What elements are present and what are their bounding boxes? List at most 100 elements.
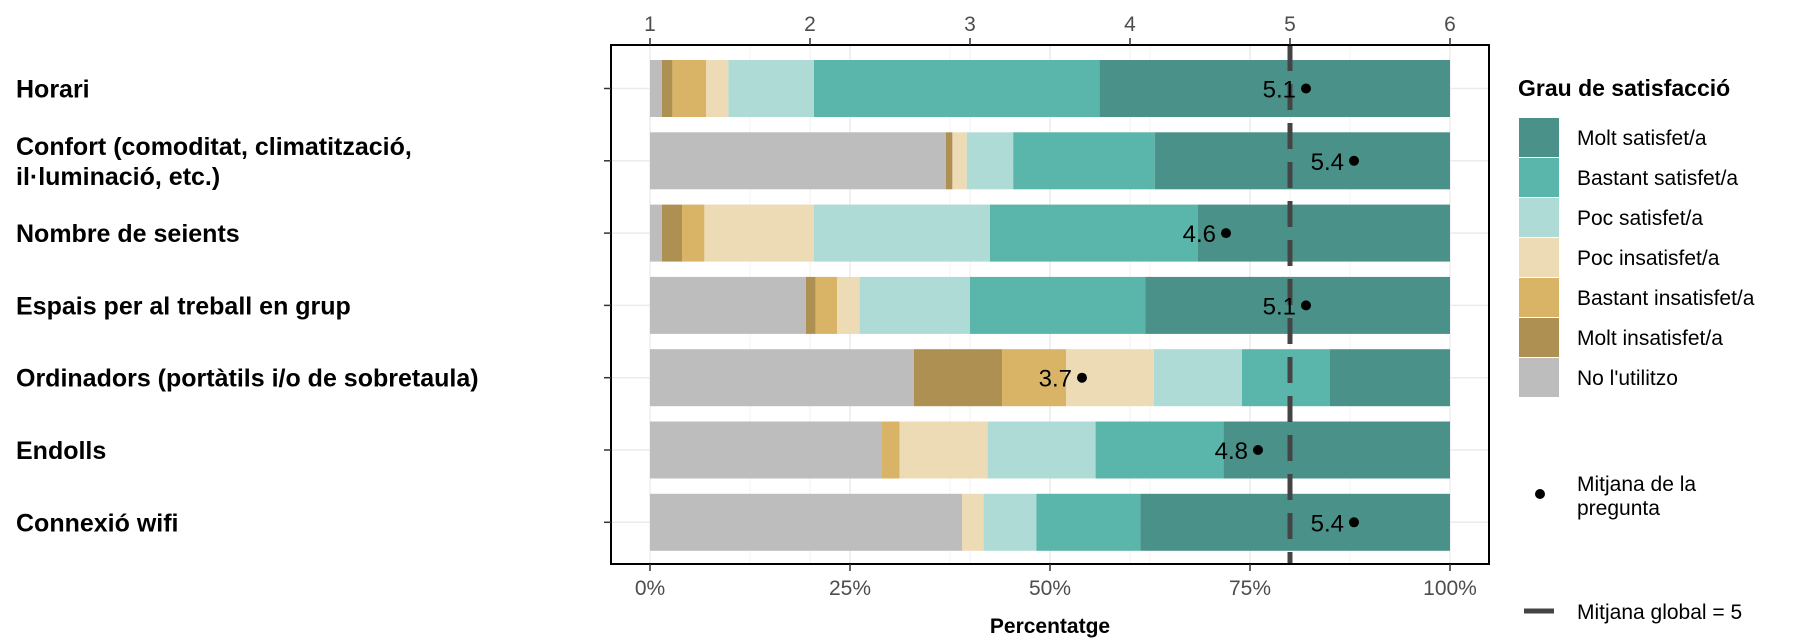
bar-segment — [1145, 276, 1450, 334]
x-axis-title: Percentatge — [990, 615, 1110, 638]
legend-label: Poc satisfet/a — [1577, 207, 1703, 230]
bar-segment — [662, 204, 682, 262]
category-label: Connexió wifi — [16, 509, 179, 537]
question-mean-dot — [1077, 372, 1087, 383]
question-mean-label: 4.6 — [1183, 221, 1216, 248]
question-mean-dot — [1301, 83, 1311, 94]
bar-segment — [1242, 349, 1330, 407]
question-mean-label: 5.4 — [1311, 149, 1344, 176]
category-label: Horari — [16, 76, 90, 104]
question-mean-dot — [1221, 228, 1231, 239]
legend-label: Bastant insatisfet/a — [1577, 287, 1755, 310]
question-mean-label: 5.1 — [1263, 293, 1296, 320]
legend-key — [1519, 318, 1559, 357]
x-tick-label-bottom: 50% — [1029, 577, 1071, 600]
x-tick-label-top: 6 — [1444, 13, 1456, 36]
bar-segment — [814, 204, 990, 262]
question-mean-dot — [1349, 155, 1359, 166]
bar-segment — [1013, 132, 1155, 190]
bar-segment — [650, 421, 882, 479]
legend-mean-dot — [1535, 489, 1545, 499]
bar-segment — [1140, 493, 1450, 551]
bar-segment — [650, 60, 662, 117]
x-tick-label-bottom: 75% — [1229, 577, 1271, 600]
bar-segment — [650, 349, 914, 407]
x-tick-label-top: 5 — [1284, 13, 1296, 36]
question-mean-label: 5.4 — [1311, 510, 1344, 537]
question-mean-dot — [1349, 517, 1359, 528]
bar-segment — [970, 276, 1146, 334]
bar-segment — [650, 204, 662, 262]
bar-segment — [966, 132, 1014, 190]
bar-segment — [899, 421, 988, 479]
bar-segment — [962, 493, 984, 551]
bar-segment — [806, 276, 816, 334]
legend-label: Bastant satisfet/a — [1577, 167, 1738, 190]
bar-segment — [815, 276, 838, 334]
legend-global-mean-label: Mitjana global = 5 — [1577, 601, 1742, 624]
bar-segment — [1036, 493, 1141, 551]
bar-segment — [882, 421, 900, 479]
bar-segment — [1154, 349, 1242, 407]
bar-segment — [1154, 132, 1450, 190]
question-mean-label: 4.8 — [1215, 438, 1248, 465]
bar-segment — [650, 132, 946, 190]
bar-segment — [990, 204, 1198, 262]
legend-key — [1519, 118, 1559, 157]
x-tick-label-top: 2 — [804, 13, 816, 36]
category-label: Ordinadors (portàtils i/o de sobretaula) — [16, 365, 479, 393]
legend-key — [1519, 238, 1559, 277]
bar-segment — [1099, 60, 1450, 117]
legend-key — [1519, 278, 1559, 317]
bar-segment — [814, 60, 1100, 117]
bar-segment — [1095, 421, 1224, 479]
legend-label: Molt insatisfet/a — [1577, 327, 1723, 350]
legend: Grau de satisfacció Molt satisfet/a Basta… — [1518, 75, 1755, 624]
bar-segment — [946, 132, 953, 190]
bar-segment — [682, 204, 705, 262]
x-tick-label-top: 1 — [644, 13, 656, 36]
legend-key — [1519, 198, 1559, 237]
question-means: 5.1 5.4 4.6 5.1 3.7 4.8 5.4 — [1039, 77, 1359, 537]
bar-segment — [1330, 349, 1450, 407]
category-label: Espais per al treball en grup — [16, 292, 351, 320]
bar-segment — [987, 421, 1096, 479]
bar-segment — [650, 276, 806, 334]
legend-label: Molt satisfet/a — [1577, 127, 1707, 150]
x-tick-label-bottom: 100% — [1423, 577, 1477, 600]
bar-segment — [706, 60, 729, 117]
question-mean-dot — [1253, 445, 1263, 455]
axes: 0% 25% 50% 75% 100% 1 2 3 4 5 6 — [604, 13, 1477, 600]
bar-segment — [1198, 204, 1450, 262]
bar-segment — [650, 493, 962, 551]
question-mean-label: 5.1 — [1263, 77, 1296, 104]
legend-key — [1519, 358, 1559, 397]
x-tick-label-top: 3 — [964, 13, 976, 36]
legend-label: Poc insatisfet/a — [1577, 247, 1720, 270]
bar-segment — [728, 60, 814, 117]
bar-segment — [1002, 349, 1066, 407]
bar-segment — [672, 60, 706, 117]
bar-segment — [952, 132, 967, 190]
category-labels: Horari Confort (comoditat, climatització,… — [16, 76, 479, 538]
legend-label: No l'utilitzo — [1577, 367, 1678, 390]
x-tick-label-bottom: 25% — [829, 577, 871, 600]
stacked-bars — [650, 60, 1450, 551]
legend-key — [1519, 158, 1559, 197]
bar-segment — [983, 493, 1037, 551]
question-mean-dot — [1301, 300, 1311, 311]
category-label: Confort (comoditat, climatització, il·lum… — [16, 133, 412, 191]
x-tick-label-top: 4 — [1124, 13, 1136, 36]
category-label: Endolls — [16, 437, 106, 465]
legend-title: Grau de satisfacció — [1518, 75, 1730, 101]
question-mean-label: 3.7 — [1039, 366, 1072, 393]
bar-segment — [704, 204, 814, 262]
bar-segment — [914, 349, 1002, 407]
bar-segment — [837, 276, 860, 334]
x-tick-label-bottom: 0% — [635, 577, 665, 600]
category-label: Nombre de seients — [16, 220, 240, 248]
bar-segment — [859, 276, 970, 334]
legend-mean-label: Mitjana de la pregunta — [1577, 473, 1696, 520]
bar-segment — [662, 60, 673, 117]
